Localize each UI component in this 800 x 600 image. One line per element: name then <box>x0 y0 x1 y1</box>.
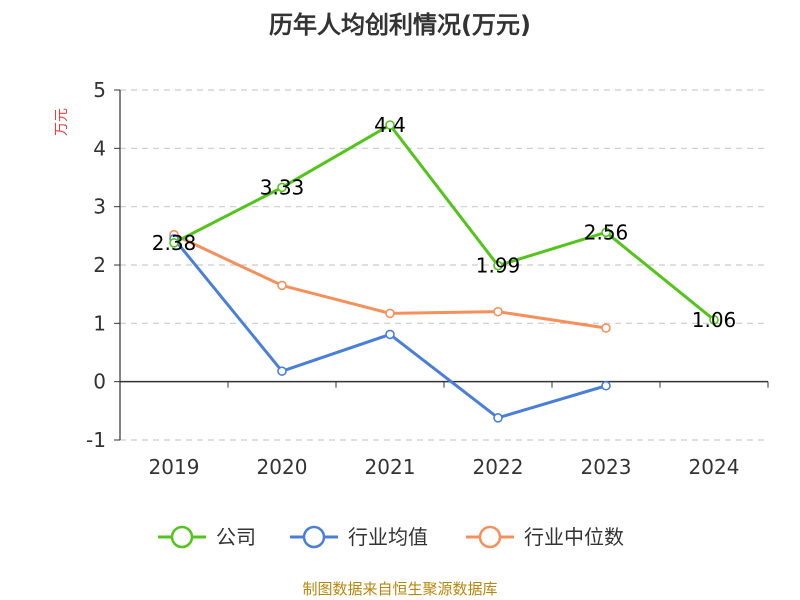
legend-label: 行业均值 <box>348 525 428 549</box>
grid-lines <box>120 89 768 441</box>
data-point <box>709 315 719 325</box>
data-point <box>385 329 395 340</box>
data-point <box>277 182 287 193</box>
series-line <box>173 123 715 321</box>
legend-label: 行业中位数 <box>524 525 624 549</box>
y-axis-label: 万元 <box>54 108 70 136</box>
data-point <box>601 227 611 238</box>
chart-title: 历年人均创利情况(万元) <box>269 11 531 39</box>
y-tick-label: 4 <box>93 136 106 160</box>
y-tick-label: 3 <box>93 195 106 219</box>
data-point <box>493 306 503 317</box>
y-tick-label: -1 <box>86 428 106 452</box>
data-label: 4.4 <box>374 113 406 137</box>
data-point <box>277 280 287 291</box>
data-label: 2.56 <box>584 220 629 244</box>
legend-label: 公司 <box>216 525 256 549</box>
x-tick-label: 2023 <box>581 455 632 479</box>
data-labels: 2.38 3.33 4.4 1.99 2.56 1.06 <box>152 113 737 332</box>
legend-swatch-marker <box>170 525 194 549</box>
x-tick-label: 2022 <box>473 455 524 479</box>
data-point <box>385 308 395 319</box>
x-tick-label: 2019 <box>149 455 200 479</box>
data-point <box>493 260 503 271</box>
data-label: 3.33 <box>260 175 305 199</box>
data-label: 1.99 <box>476 254 521 278</box>
legend: 公司 行业均值 行业中位数 <box>158 525 624 549</box>
x-tick-label: 2024 <box>689 455 740 479</box>
series-lines <box>169 120 719 423</box>
data-label: 2.38 <box>152 231 197 255</box>
legend-swatch-marker <box>302 525 326 549</box>
x-tick-label: 2020 <box>257 455 308 479</box>
data-point <box>385 120 395 130</box>
data-point <box>493 413 503 423</box>
y-tick-label: 5 <box>93 78 106 102</box>
y-tick-label: 1 <box>93 311 106 335</box>
data-point <box>601 380 611 391</box>
axes: -1 0 1 2 3 4 5 2019 2020 2021 2022 2023 2024 <box>86 78 769 479</box>
y-tick-label: 2 <box>93 253 106 277</box>
source-note: 制图数据来自恒生聚源数据库 <box>302 580 497 598</box>
data-label: 1.06 <box>692 308 737 332</box>
x-tick-label: 2021 <box>365 455 416 479</box>
data-point <box>169 238 179 248</box>
legend-swatch-marker <box>478 525 502 549</box>
data-point <box>277 366 287 376</box>
y-tick-label: 0 <box>93 370 106 394</box>
data-point <box>601 323 611 333</box>
